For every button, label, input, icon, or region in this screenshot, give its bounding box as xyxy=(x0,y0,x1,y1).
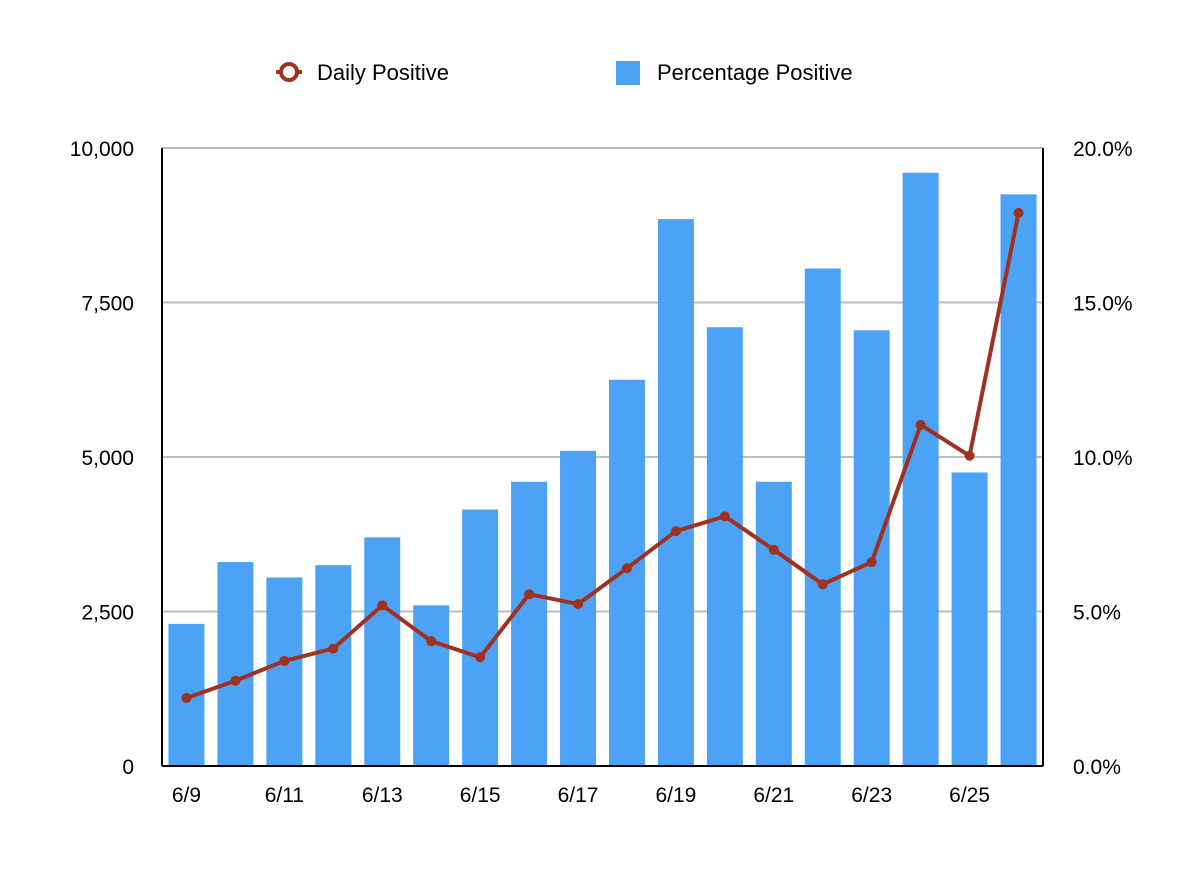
line-daily-positive xyxy=(185,212,1021,700)
x-tick-label: 6/15 xyxy=(460,784,501,807)
legend-circle-marker xyxy=(279,62,299,82)
bar-percentage-positive xyxy=(462,509,499,766)
bar-percentage-positive xyxy=(902,172,939,767)
point-daily-positive xyxy=(915,419,926,430)
point-daily-positive xyxy=(328,643,339,654)
point-daily-positive xyxy=(377,600,388,611)
line-series xyxy=(181,207,1024,704)
point-daily-positive xyxy=(181,693,192,704)
y-right-tick-label: 10.0% xyxy=(1073,447,1133,470)
point-daily-positive xyxy=(573,599,584,610)
x-tick-label: 6/17 xyxy=(558,784,599,807)
point-daily-positive xyxy=(964,450,975,461)
x-tick-label: 6/25 xyxy=(949,784,990,807)
legend-label-daily-positive: Daily Positive xyxy=(317,60,449,85)
x-tick-label: 6/21 xyxy=(753,784,794,807)
bar-series xyxy=(168,172,1037,767)
bar-percentage-positive xyxy=(706,327,743,766)
bar-percentage-positive xyxy=(413,605,450,766)
x-tick-label: 6/11 xyxy=(265,784,304,807)
point-daily-positive xyxy=(621,563,632,574)
legend-item-daily-positive: Daily Positive xyxy=(276,60,449,85)
y-right-tick-label: 15.0% xyxy=(1073,293,1133,316)
point-daily-positive xyxy=(524,589,535,600)
legend: Daily Positive Percentage Positive xyxy=(276,60,853,85)
tick-labels: 0 2,500 5,000 7,500 10,000 0.0% 5.0% 10.0% 15.0%… xyxy=(70,138,1133,807)
x-tick-label: 6/9 xyxy=(172,784,201,807)
point-daily-positive xyxy=(719,511,730,522)
y-right-tick-label: 20.0% xyxy=(1073,138,1133,161)
point-daily-positive xyxy=(817,579,828,590)
point-daily-positive xyxy=(426,636,437,647)
point-daily-positive xyxy=(1013,207,1024,218)
y-left-tick-label: 10,000 xyxy=(70,138,134,161)
point-daily-positive xyxy=(670,526,681,537)
y-left-tick-label: 5,000 xyxy=(81,447,134,470)
x-tick-label: 6/23 xyxy=(851,784,892,807)
bar-percentage-positive xyxy=(804,268,841,766)
bar-percentage-positive xyxy=(755,481,792,766)
legend-square-marker xyxy=(616,61,640,85)
bar-percentage-positive xyxy=(657,219,694,766)
y-right-tick-label: 5.0% xyxy=(1073,602,1121,625)
legend-label-percentage-positive: Percentage Positive xyxy=(657,60,853,85)
bar-percentage-positive xyxy=(266,577,303,766)
bar-percentage-positive xyxy=(853,330,890,766)
legend-item-percentage-positive: Percentage Positive xyxy=(616,60,853,85)
bar-percentage-positive xyxy=(951,472,988,766)
bar-percentage-positive xyxy=(1000,194,1037,767)
bar-percentage-positive xyxy=(315,565,352,766)
y-left-tick-label: 0 xyxy=(122,756,134,779)
point-daily-positive xyxy=(768,544,779,555)
point-daily-positive xyxy=(279,655,290,666)
y-left-tick-label: 2,500 xyxy=(81,602,134,625)
y-left-tick-label: 7,500 xyxy=(81,293,134,316)
x-tick-label: 6/19 xyxy=(655,784,696,807)
axes xyxy=(161,148,1044,767)
x-tick-label: 6/13 xyxy=(362,784,403,807)
bar-percentage-positive xyxy=(217,562,254,766)
bar-percentage-positive xyxy=(364,537,401,766)
bar-percentage-positive xyxy=(511,481,548,766)
point-daily-positive xyxy=(230,675,241,686)
point-daily-positive xyxy=(866,557,877,568)
point-daily-positive xyxy=(475,652,486,663)
y-right-tick-label: 0.0% xyxy=(1073,756,1121,779)
gridlines xyxy=(162,147,1043,613)
